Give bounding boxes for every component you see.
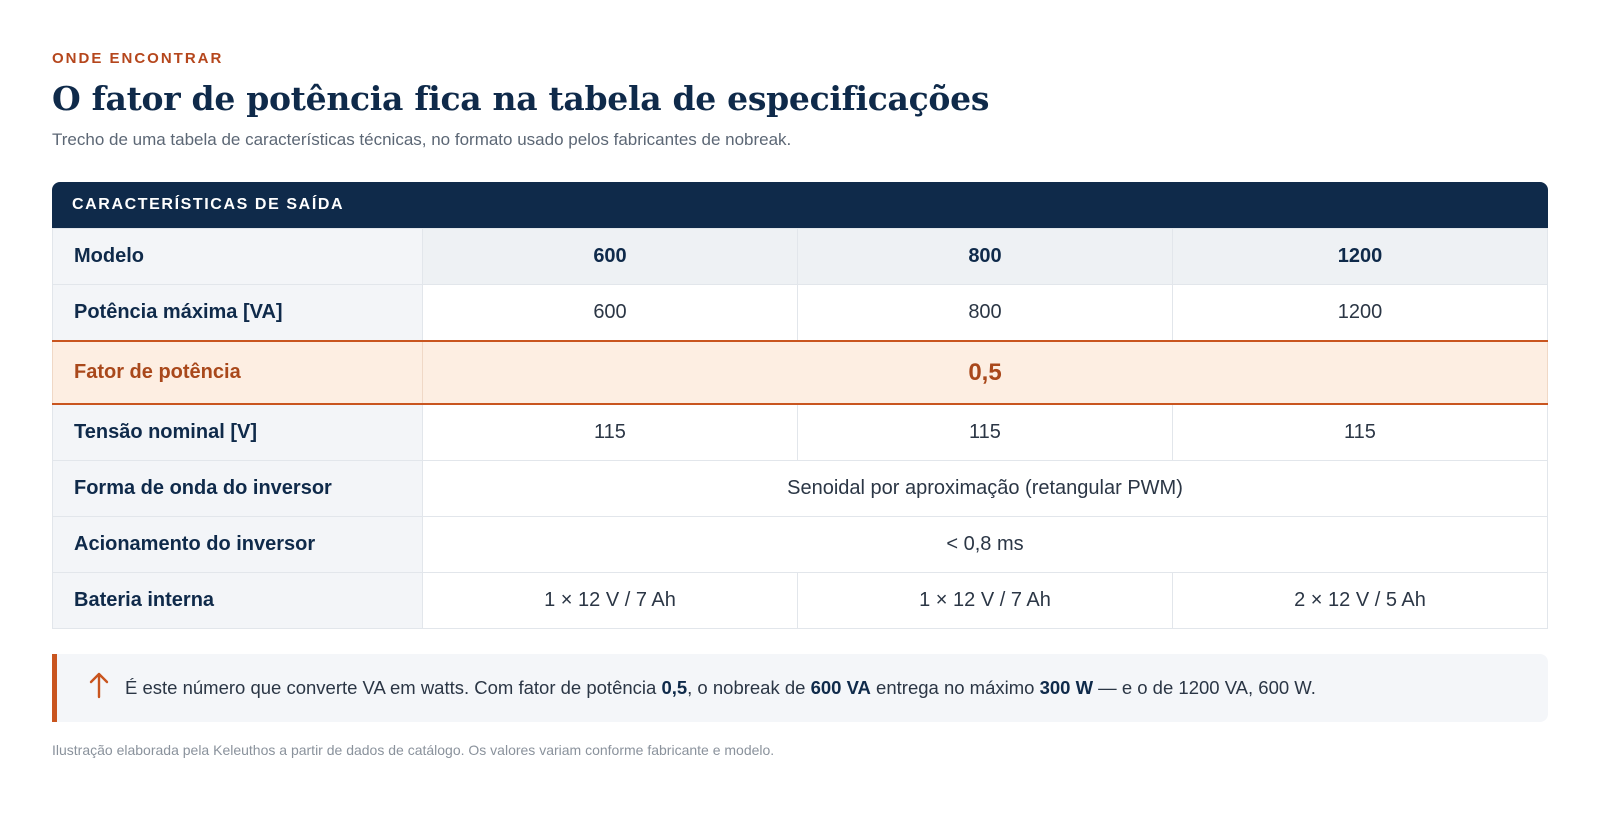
- table-row-tensao-nominal: Tensão nominal [V] 115 115 115: [52, 403, 1548, 461]
- table-cell: 800: [797, 284, 1173, 342]
- table-row-bateria-interna: Bateria interna 1 × 12 V / 7 Ah 1 × 12 V…: [52, 572, 1548, 629]
- callout-text-part: É este número que converte VA em watts. …: [125, 677, 662, 698]
- cell-model-1200: 1200: [1172, 228, 1548, 285]
- table-row-acionamento: Acionamento do inversor < 0,8 ms: [52, 516, 1548, 573]
- table-cell: 115: [1172, 403, 1548, 461]
- page-subtitle: Trecho de uma tabela de características …: [52, 130, 792, 149]
- table-row-potencia-maxima: Potência máxima [VA] 600 800 1200: [52, 284, 1548, 342]
- spec-table-card: CARACTERÍSTICAS DE SAÍDA Modelo 600 800 …: [52, 182, 1548, 629]
- row-label: Modelo: [52, 228, 423, 285]
- page: ONDE ENCONTRAR O fator de potência fica …: [52, 50, 1548, 758]
- page-title: O fator de potência fica na tabela de es…: [52, 79, 990, 118]
- power-factor-value: 0,5: [422, 340, 1548, 405]
- table-cell: 2 × 12 V / 5 Ah: [1172, 572, 1548, 629]
- spec-table: Modelo 600 800 1200 Potência máxima [VA]…: [52, 228, 1548, 629]
- callout-note: É este número que converte VA em watts. …: [52, 654, 1548, 722]
- row-label: Potência máxima [VA]: [52, 284, 423, 342]
- table-cell: 115: [797, 403, 1173, 461]
- table-section-title: CARACTERÍSTICAS DE SAÍDA: [52, 182, 1548, 228]
- callout-bold-power-factor: 0,5: [661, 677, 688, 698]
- table-row-fator-de-potencia: Fator de potência 0,5: [52, 340, 1548, 405]
- row-label: Acionamento do inversor: [52, 516, 423, 573]
- callout-bold-va: 600 VA: [810, 677, 871, 698]
- table-cell: Senoidal por aproximação (retangular PWM…: [422, 460, 1548, 517]
- eyebrow-label: ONDE ENCONTRAR: [52, 50, 224, 67]
- row-label: Tensão nominal [V]: [52, 403, 423, 461]
- row-label: Bateria interna: [52, 572, 423, 629]
- arrow-up-icon: [79, 671, 119, 705]
- table-cell: 1 × 12 V / 7 Ah: [422, 572, 798, 629]
- table-cell: 115: [422, 403, 798, 461]
- cell-model-800: 800: [797, 228, 1173, 285]
- table-cell: 1200: [1172, 284, 1548, 342]
- callout-text-part: , o nobreak de: [687, 677, 811, 698]
- callout-text: É este número que converte VA em watts. …: [125, 677, 1316, 699]
- table-cell: 600: [422, 284, 798, 342]
- cell-model-600: 600: [422, 228, 798, 285]
- callout-bold-watts: 300 W: [1039, 677, 1094, 698]
- footer-note: Ilustração elaborada pela Keleuthos a pa…: [52, 742, 775, 758]
- row-label: Forma de onda do inversor: [52, 460, 423, 517]
- row-label: Fator de potência: [52, 340, 423, 405]
- table-row-modelo: Modelo 600 800 1200: [52, 228, 1548, 285]
- callout-text-part: — e o de 1200 VA, 600 W.: [1093, 677, 1316, 698]
- table-cell: 1 × 12 V / 7 Ah: [797, 572, 1173, 629]
- table-row-forma-de-onda: Forma de onda do inversor Senoidal por a…: [52, 460, 1548, 517]
- table-cell: < 0,8 ms: [422, 516, 1548, 573]
- callout-text-part: entrega no máximo: [870, 677, 1040, 698]
